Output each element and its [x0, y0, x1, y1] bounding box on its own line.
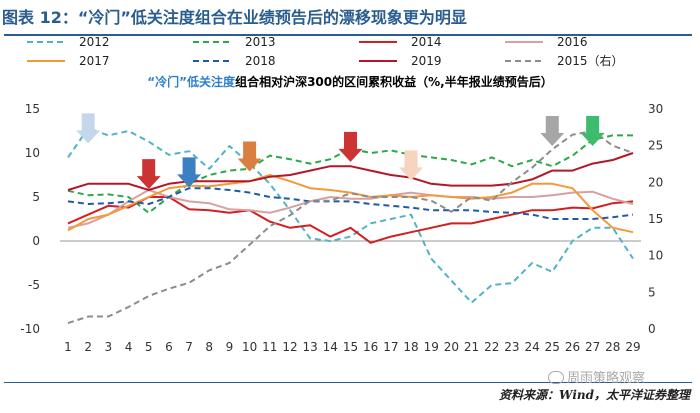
y-right-tick-label: 0: [648, 322, 656, 336]
chart-title: “冷门”低关注度组合相对沪深300的区间累积收益（%,半年报业绩预告后）: [147, 74, 552, 89]
chart-title-highlight: “冷门”低关注度: [147, 74, 236, 89]
down-arrow-icon: [581, 116, 605, 146]
x-tick-label: 16: [363, 340, 378, 354]
y-right-tick-label: 10: [648, 249, 663, 263]
legend-label-4: 2017: [79, 54, 110, 68]
x-tick-label: 19: [424, 340, 439, 354]
x-tick-label: 12: [282, 340, 297, 354]
y-right-tick-label: 5: [648, 285, 656, 299]
legend-label-0: 2012: [79, 35, 110, 49]
down-arrow-icon: [137, 159, 161, 189]
legend-label-6: 2019: [411, 54, 442, 68]
y-right-tick-label: 20: [648, 175, 663, 189]
x-tick-label: 15: [343, 340, 358, 354]
x-tick-label: 10: [242, 340, 257, 354]
down-arrow-icon: [339, 132, 363, 162]
y-left-tick-label: 0: [32, 234, 40, 248]
x-tick-label: 11: [262, 340, 277, 354]
chart-title-main: 组合相对沪深300的区间累积收益（%,半年报业绩预告后）: [235, 74, 553, 89]
down-arrow-icon: [238, 142, 262, 172]
x-tick-label: 25: [545, 340, 560, 354]
x-tick-label: 7: [185, 340, 193, 354]
source-note: 资料来源：Wind，太平洋证券整理: [499, 386, 690, 403]
x-tick-label: 13: [303, 340, 318, 354]
watermark: 周雨策略观察: [548, 367, 645, 386]
y-right-tick-label: 15: [648, 212, 663, 226]
y-left-tick-label: 10: [25, 146, 40, 160]
x-tick-label: 1: [64, 340, 72, 354]
wechat-icon: [548, 371, 564, 384]
legend-label-2: 2014: [411, 35, 442, 49]
x-tick-label: 23: [504, 340, 519, 354]
x-tick-label: 9: [226, 340, 234, 354]
x-tick-label: 14: [323, 340, 338, 354]
x-tick-label: 6: [165, 340, 173, 354]
y-right-tick-label: 30: [648, 102, 663, 116]
x-tick-label: 27: [585, 340, 600, 354]
x-tick-label: 21: [464, 340, 479, 354]
y-left-tick-label: -5: [28, 278, 40, 292]
y-left-tick-label: 5: [32, 190, 40, 204]
x-tick-label: 20: [444, 340, 459, 354]
y-left-tick-label: 15: [25, 102, 40, 116]
x-tick-label: 18: [403, 340, 418, 354]
series-line-2014: [68, 197, 633, 243]
x-tick-label: 17: [383, 340, 398, 354]
x-tick-label: 24: [524, 340, 539, 354]
x-tick-label: 29: [625, 340, 640, 354]
legend-label-5: 2018: [245, 54, 276, 68]
watermark-text: 周雨策略观察: [567, 371, 645, 386]
x-tick-label: 5: [145, 340, 153, 354]
x-tick-label: 28: [605, 340, 620, 354]
legend-label-1: 2013: [245, 35, 276, 49]
y-right-tick-label: 25: [648, 139, 663, 153]
y-left-tick-label: -10: [20, 322, 40, 336]
legend-label-7: 2015（右）: [557, 53, 624, 68]
x-tick-label: 26: [565, 340, 580, 354]
x-tick-label: 4: [125, 340, 133, 354]
legend-label-3: 2016: [557, 35, 588, 49]
x-tick-label: 8: [205, 340, 213, 354]
x-tick-label: 2: [84, 340, 92, 354]
x-tick-label: 22: [484, 340, 499, 354]
down-arrow-icon: [540, 116, 564, 146]
x-tick-label: 3: [105, 340, 113, 354]
